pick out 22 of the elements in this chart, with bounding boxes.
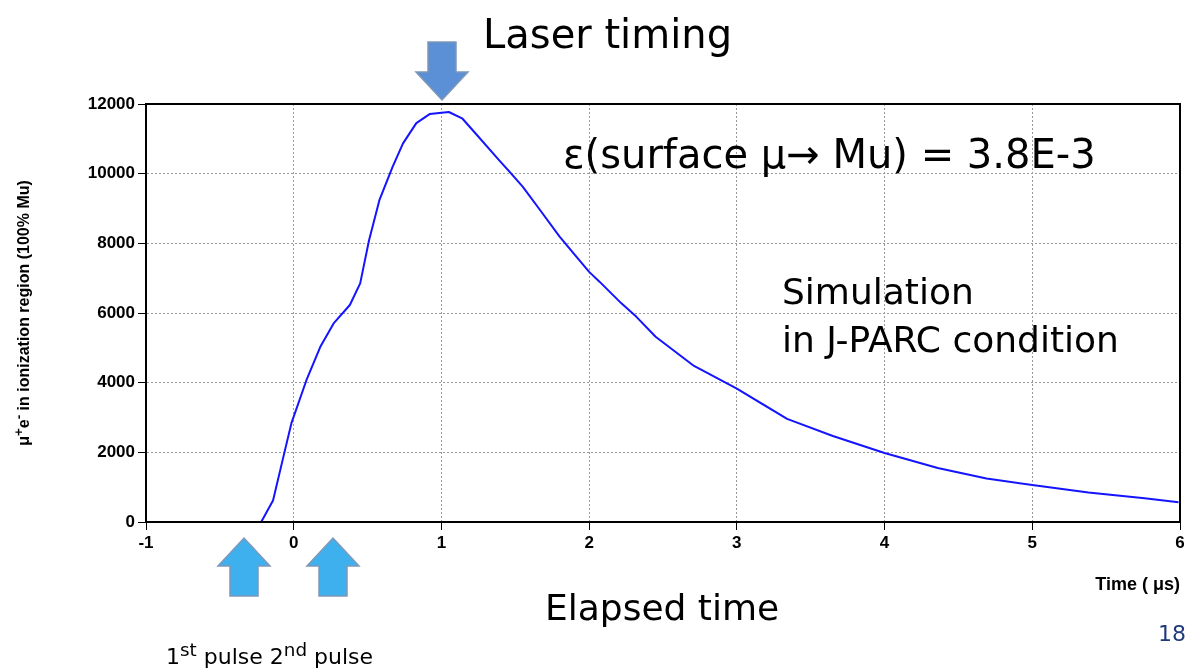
x-tick-label: 3 <box>732 532 742 552</box>
y-tick-label: 12000 <box>87 93 135 113</box>
text: 1$^{st}$ pulse 2$^{nd}$ pulse <box>166 639 374 670</box>
x-tick-label: 5 <box>1027 532 1038 552</box>
x-tick-label: 1 <box>436 532 447 552</box>
x-axis-title: Time ( μs) <box>1095 574 1180 595</box>
y-tick-label: 8000 <box>97 233 135 253</box>
y-tick-label: 2000 <box>97 442 135 462</box>
text: 18 <box>1158 621 1186 647</box>
y-tick-label: 4000 <box>97 372 135 392</box>
x-tick-label: 6 <box>1175 532 1185 552</box>
x-tick-label: -1 <box>138 532 154 552</box>
text: Laser timing <box>483 11 733 57</box>
annotation: Simulation in J-PARC condition <box>782 270 1119 362</box>
y-tick-label: 0 <box>125 511 135 531</box>
x-tick-label: 2 <box>584 532 594 552</box>
y-tick-label: 6000 <box>97 302 135 322</box>
annotation: ε(surface μ→ Mu) = 3.8E-3 <box>563 131 1096 177</box>
x-tick-label: 0 <box>288 532 299 552</box>
x-tick-label: 4 <box>879 532 890 552</box>
text: Elapsed time <box>545 587 780 628</box>
y-tick-label: 10000 <box>87 163 135 183</box>
